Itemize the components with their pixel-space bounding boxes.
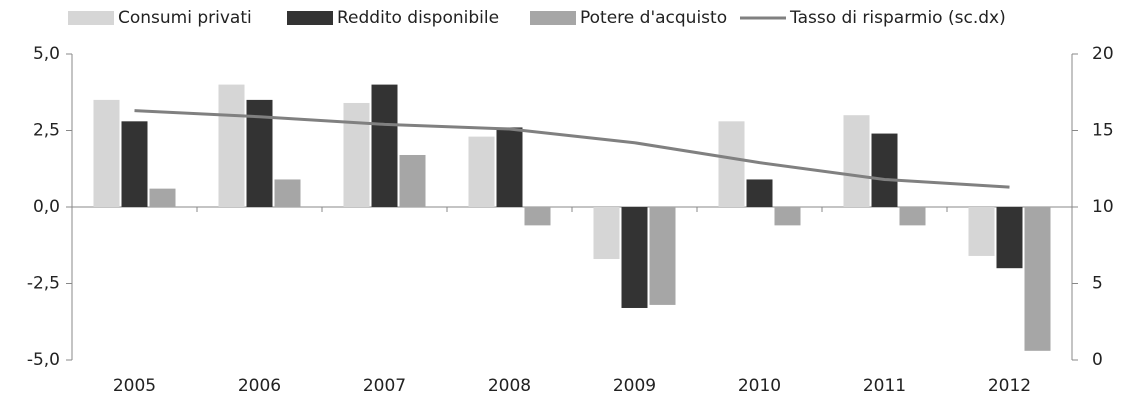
legend-swatch [530, 11, 576, 25]
legend-swatch [68, 11, 114, 25]
x-tick-label: 2010 [738, 376, 781, 396]
y2-tick-label: 10 [1092, 197, 1114, 217]
y-tick-label: -2,5 [27, 274, 60, 294]
x-tick-label: 2012 [988, 376, 1031, 396]
legend-label: Reddito disponibile [337, 8, 499, 28]
y2-tick-label: 20 [1092, 44, 1114, 64]
bar [746, 179, 773, 207]
y2-tick-label: 0 [1092, 350, 1103, 370]
y-tick-label: -5,0 [27, 350, 60, 370]
bar [121, 121, 148, 207]
legend-label: Potere d'acquisto [580, 8, 727, 28]
bar [996, 207, 1023, 269]
legend-label: Tasso di risparmio (sc.dx) [789, 8, 1006, 28]
y-tick-label: 0,0 [33, 197, 60, 217]
bar [371, 84, 398, 207]
bar [496, 127, 523, 207]
bar [218, 84, 245, 207]
bar [524, 207, 551, 226]
legend-label: Consumi privati [118, 8, 252, 28]
y2-tick-label: 15 [1092, 121, 1114, 141]
bar [399, 154, 426, 207]
x-tick-label: 2009 [613, 376, 656, 396]
x-tick-label: 2008 [488, 376, 531, 396]
bar [899, 207, 926, 226]
bar [774, 207, 801, 226]
bar [468, 136, 495, 207]
bar [274, 179, 301, 207]
y-tick-label: 5,0 [33, 44, 60, 64]
bar [593, 207, 620, 260]
bar [1024, 207, 1051, 351]
bar [718, 121, 745, 207]
bar [621, 207, 648, 308]
legend-swatch [287, 11, 333, 25]
y-tick-label: 2,5 [33, 121, 60, 141]
x-tick-label: 2007 [363, 376, 406, 396]
bar [93, 99, 120, 207]
x-tick-label: 2011 [863, 376, 906, 396]
bar [968, 207, 995, 256]
bar [343, 102, 370, 207]
x-tick-label: 2006 [238, 376, 281, 396]
y2-tick-label: 5 [1092, 274, 1103, 294]
bar [649, 207, 676, 305]
line-series [134, 109, 1010, 189]
bar [843, 115, 870, 207]
x-tick-label: 2005 [113, 376, 156, 396]
bar [149, 188, 176, 207]
bar [871, 133, 898, 207]
